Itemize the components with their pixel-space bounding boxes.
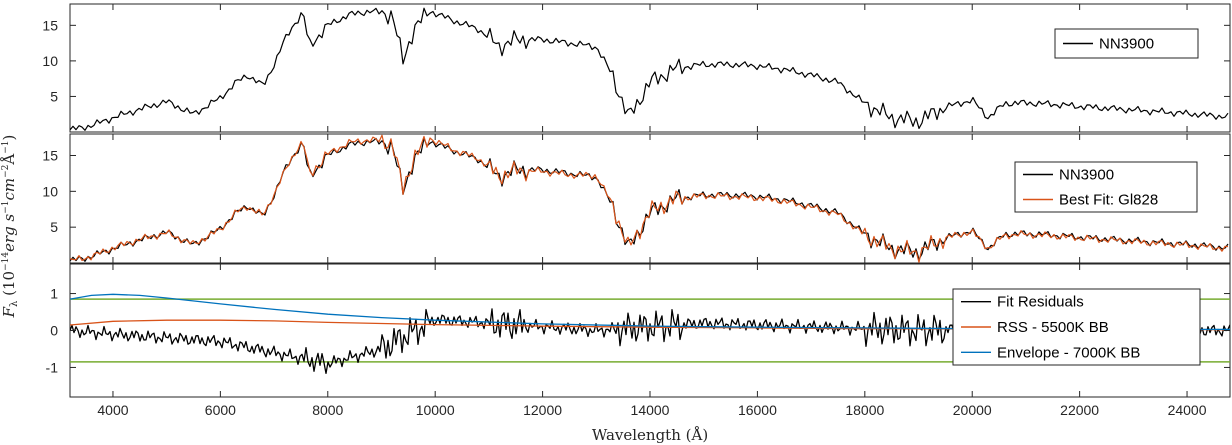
y-tick-label: 10 (42, 53, 58, 69)
x-tick-label: 16000 (738, 402, 777, 418)
legend: NN3900 (1054, 28, 1199, 59)
y-tick-label: 5 (50, 219, 58, 235)
legend-box (952, 288, 1201, 366)
legend-label: RSS - 5500K BB (997, 319, 1109, 336)
x-tick-label: 12000 (523, 402, 562, 418)
series-line-nn3900 (70, 7, 1229, 131)
panel-middle: 5 10 15 NN3900 Best Fit: Gl828 (42, 133, 1231, 264)
x-tick-label: 8000 (312, 402, 343, 418)
plot-area (70, 7, 1229, 131)
plot-frame (69, 3, 1231, 133)
legend: Fit Residuals RSS - 5500K BB Envelope - 70… (952, 288, 1201, 366)
x-tick-label: 22000 (1060, 402, 1099, 418)
series-line-best-fit-gl828 (70, 134, 1229, 263)
plot-area (70, 134, 1229, 263)
y-tick-label: -1 (46, 359, 59, 375)
x-tick-label: 14000 (631, 402, 670, 418)
legend-label: NN3900 (1059, 167, 1114, 184)
panel-top: 5 10 15 NN3900 (42, 3, 1231, 133)
y-tick-label: 5 (50, 88, 58, 104)
legend-label: Fit Residuals (997, 294, 1084, 311)
legend-label: Best Fit: Gl828 (1059, 192, 1158, 209)
legend: NN3900 Best Fit: Gl828 (1014, 161, 1198, 213)
y-tick-label: 15 (42, 148, 58, 164)
x-tick-label: 10000 (416, 402, 455, 418)
x-tick-label: 24000 (1168, 402, 1207, 418)
x-tick-label: 4000 (97, 402, 128, 418)
x-tick-label: 20000 (953, 402, 992, 418)
y-tick-label: 1 (50, 286, 58, 302)
x-tick-label: 6000 (205, 402, 236, 418)
y-tick-label: 10 (42, 183, 58, 199)
legend-label: NN3900 (1099, 36, 1154, 53)
legend-box (1014, 161, 1198, 213)
y-tick-label: 0 (50, 323, 58, 339)
y-tick-label: 15 (42, 17, 58, 33)
legend-label: Envelope - 7000K BB (997, 344, 1140, 361)
x-axis-label: Wavelength (Å) (592, 426, 708, 444)
x-tick-label: 18000 (845, 402, 884, 418)
y-axis-label: Fλ (10−14erg s−1cm−2Å−1) (0, 135, 20, 319)
